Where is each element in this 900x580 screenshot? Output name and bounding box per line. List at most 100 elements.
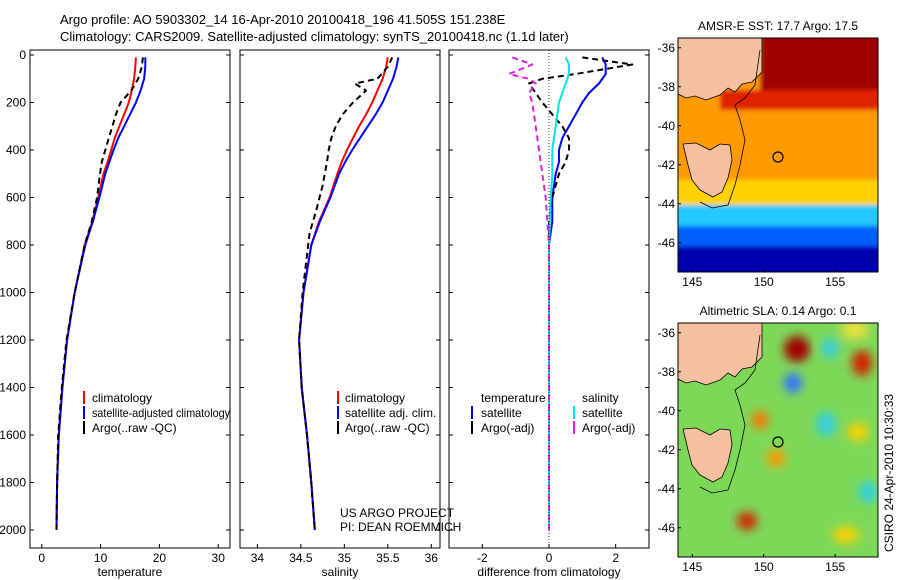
sla-eddy-red-south [737,512,757,530]
sst-field-cyan [678,205,878,227]
x-tick-label: 35 [338,551,352,565]
series-line-satellite-adj-clim- [298,57,400,531]
sst-tasmania-landmass [682,142,733,198]
temperature-panel-frame [29,49,231,549]
x-tick-label: 20 [153,551,167,565]
sla-eddy-dark-red [784,336,810,362]
series-line-argo-raw-qc- [55,57,144,531]
x-tick-label: 30 [212,551,226,565]
legend-label-argo: Argo(..raw -QC) [92,421,177,435]
x-axis-label: difference from climatology [477,565,620,579]
sla-eddy-cyan-southeast [859,481,877,503]
x-tick-label: 34.5 [289,551,313,565]
x-tick-label: 0 [38,551,45,565]
series-line-argo-raw-qc- [298,56,394,531]
salinity-panel: 34 34.5 35 35.5 36 salinity [240,54,440,579]
x-tick-label: 10 [94,551,108,565]
map-y-tick-label: -44 [658,482,676,496]
sla-eddy-cyan-south [816,412,836,436]
y-tick-label: 2000 [0,523,26,537]
y-tick-label: 1400 [0,381,26,395]
sst-shelf-contour [699,49,761,209]
sst-map-frame [677,37,879,273]
y-tick-label: 0 [19,48,26,62]
y-tick-label: 600 [6,191,26,205]
sst-field-red [720,90,878,110]
map-y-tick-label: -36 [658,41,676,55]
legend-title-salinity: salinity [582,391,619,405]
map-x-tick-label: 155 [825,560,845,574]
map-x-tick-label: 145 [682,560,702,574]
sla-eddy-cyan [822,338,838,358]
sla-eddy-red [852,350,872,376]
y-tick-label: 800 [6,238,26,252]
series-line-salinity-satellite [548,56,570,530]
map-y-tick-label: -46 [658,521,676,535]
map-y-tick-label: -40 [658,119,676,133]
sla-shelf-contour [699,334,761,494]
y-tick-label: 1000 [0,286,26,300]
legend-label-climatology: climatology [345,391,405,405]
map-y-tick-label: -38 [658,365,676,379]
legend-label-satellite-adjusted: satellite adj. clim. [345,406,436,420]
legend-label-temp-satellite: satellite [481,406,522,420]
credit-pi: PI: DEAN ROEMMICH [340,520,461,534]
x-tick-label: 36 [425,551,439,565]
y-tick-label: 200 [6,96,26,110]
figure-title-line2: Climatology: CARS2009. Satellite-adjuste… [60,29,569,44]
map-x-tick-label: 150 [754,275,774,289]
series-line-temperature-satellite [548,56,607,530]
sla-map-title: Altimetric SLA: 0.14 Argo: 0.1 [700,304,857,318]
sla-eddy-orange-central [767,449,785,467]
sla-map-axes: 145 150 155 -36 -38 -40 -42 -44 -46 [658,326,846,574]
series-line-salinity-argo-adj- [508,56,550,530]
map-y-tick-label: -42 [658,158,676,172]
y-tick-label: 400 [6,143,26,157]
salinity-legend: climatology satellite adj. clim. Argo(..… [337,391,436,435]
sst-mainland-landmass [678,38,763,101]
legend-label-climatology: climatology [92,391,152,405]
legend-label-temp-argo: Argo(-adj) [481,421,534,435]
map-x-tick-label: 145 [682,275,702,289]
legend-label-sal-satellite: satellite [582,406,623,420]
legend-label-sal-argo: Argo(-adj) [582,421,635,435]
csiro-timestamp-label: CSIRO 24-Apr-2010 10:30:33 [882,394,896,552]
x-tick-label: 2 [612,551,619,565]
map-x-tick-label: 150 [754,560,774,574]
legend-label-argo: Argo(..raw -QC) [345,421,430,435]
sla-eddy-yellow-south [833,527,859,543]
x-tick-label: 34 [251,551,265,565]
credit-project: US ARGO PROJECT [340,506,455,520]
y-tick-label: 1200 [0,333,26,347]
y-tick-label: 1800 [0,476,26,490]
sst-map-title: AMSR-E SST: 17.7 Argo: 17.5 [698,19,858,33]
series-line-temperature-argo-adj- [528,56,634,530]
temperature-legend: climatology satellite-adjusted climatolo… [83,391,230,435]
legend-label-satellite-adjusted: satellite-adjusted climatology [92,406,230,420]
x-tick-label: 35.5 [376,551,400,565]
map-y-tick-label: -46 [658,236,676,250]
sst-map: 145 150 155 -36 -38 -40 -42 -44 -46 [658,37,879,289]
sst-field-hot [760,38,878,92]
sla-tasmania-landmass [682,427,733,483]
sst-field-blue [678,226,878,248]
sst-field-deep-blue [678,246,878,272]
sst-map-axes: 145 150 155 -36 -38 -40 -42 -44 -46 [658,41,846,289]
salinity-panel-frame [239,49,441,549]
map-y-tick-label: -42 [658,443,676,457]
difference-legend: temperature salinity satellite Argo(-adj… [471,391,635,435]
sst-argo-location-marker [772,151,784,163]
map-y-tick-label: -44 [658,197,676,211]
map-y-tick-label: -36 [658,326,676,340]
sla-argo-location-marker [772,436,784,448]
y-tick-label: 1600 [0,428,26,442]
map-x-tick-label: 155 [825,275,845,289]
legend-title-temperature: temperature [481,391,546,405]
sla-map: 145 150 155 -36 -38 -40 -42 -44 -46 [658,322,879,574]
map-y-tick-label: -38 [658,80,676,94]
sla-map-frame [677,322,879,558]
map-y-tick-label: -40 [658,404,676,418]
x-axis-label: temperature [98,565,163,579]
